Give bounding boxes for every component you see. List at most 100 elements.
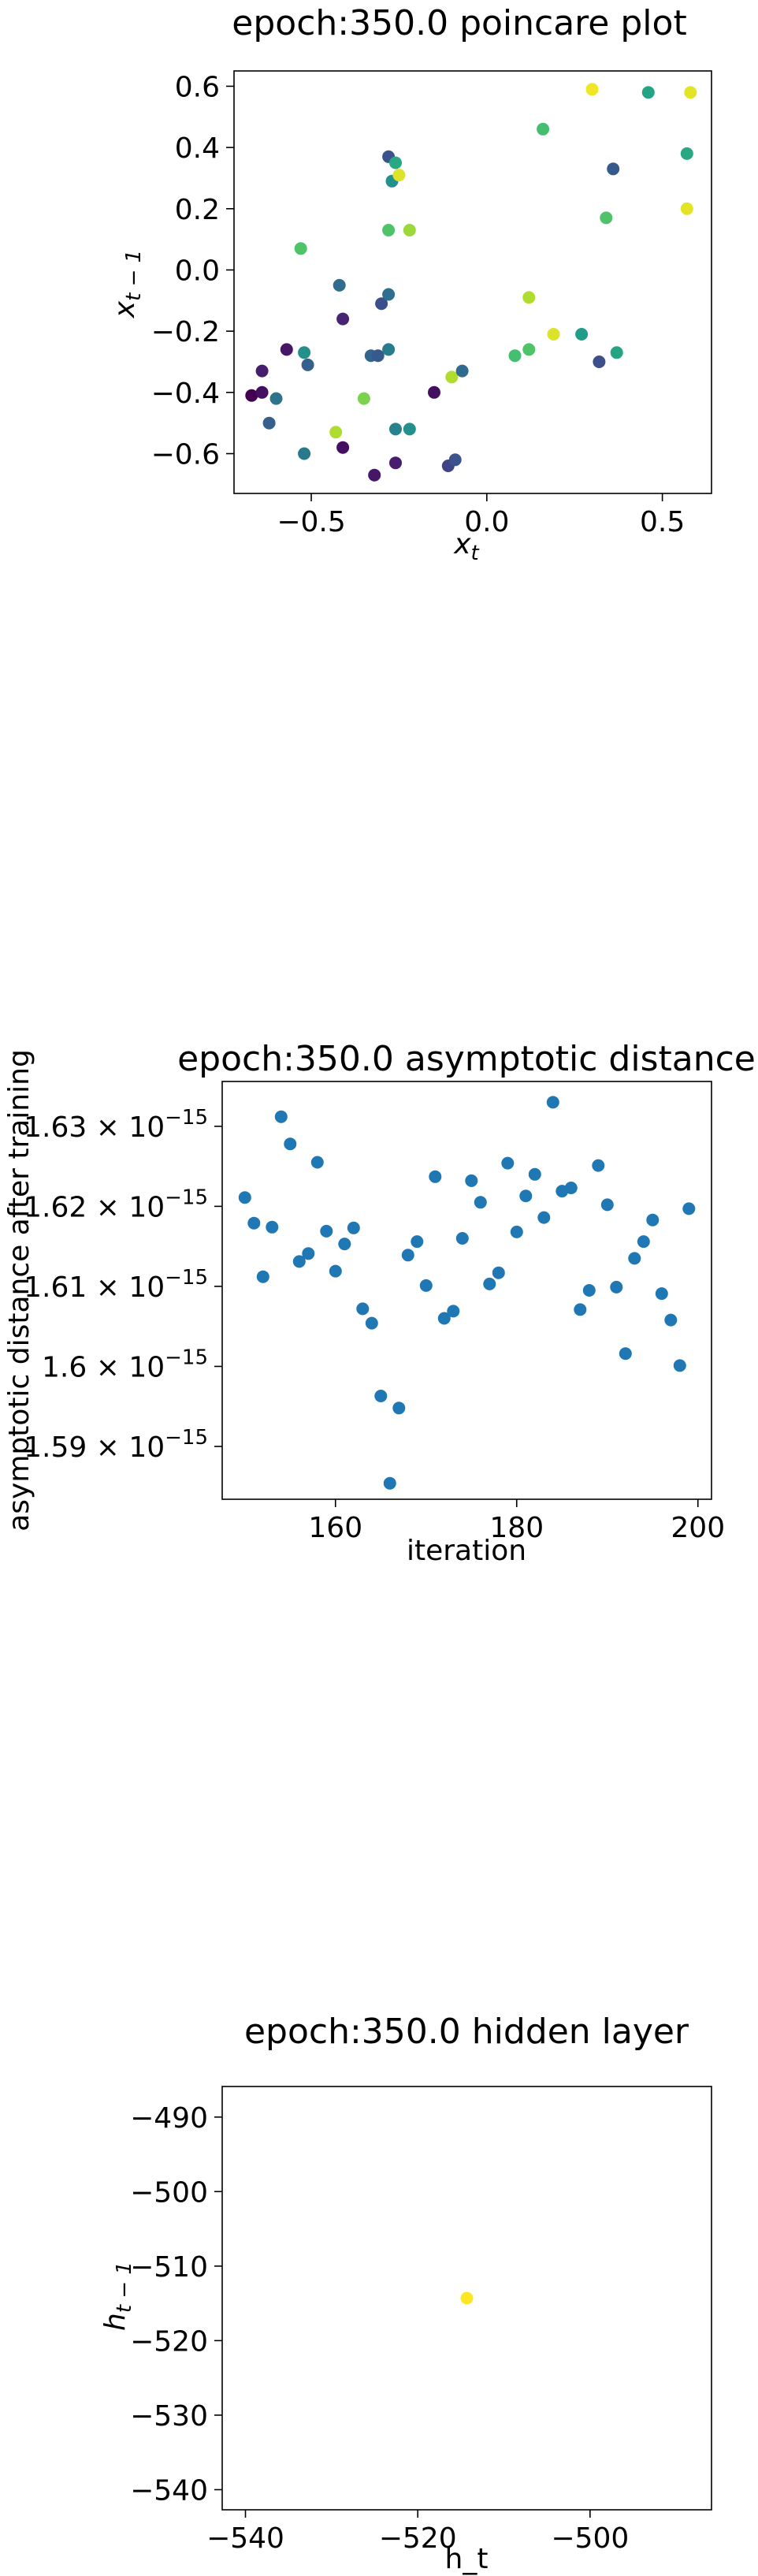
- data-point: [575, 328, 589, 341]
- data-point: [646, 1213, 660, 1227]
- data-point: [245, 389, 258, 402]
- data-point: [298, 346, 311, 359]
- data-point: [474, 1196, 487, 1209]
- x-tick-label: −0.5: [277, 506, 345, 538]
- data-point: [537, 122, 550, 136]
- data-point: [492, 1266, 505, 1279]
- data-point: [269, 392, 283, 405]
- y-tick-label: −520: [130, 2325, 208, 2358]
- asymptotic-distance-x-ticks: 160 180 200: [308, 1499, 725, 1544]
- data-point: [664, 1313, 678, 1327]
- hidden-layer-x-axis-label: h_t: [445, 2543, 489, 2575]
- data-point: [610, 346, 623, 359]
- data-point: [680, 147, 693, 160]
- data-point: [401, 1249, 414, 1262]
- data-point: [637, 1235, 650, 1249]
- data-point: [682, 1202, 696, 1215]
- asymptotic-distance-y-axis-label: asymptotic distance after training: [3, 1049, 35, 1532]
- data-point: [329, 426, 343, 439]
- hidden-layer-y-ticks: −540 −530 −520 −510 −500 −490: [130, 2102, 222, 2507]
- data-point: [266, 1220, 279, 1234]
- data-point: [655, 1287, 668, 1301]
- data-point: [365, 1316, 378, 1330]
- data-point: [375, 297, 388, 311]
- hidden-layer-plot-area: [221, 2086, 712, 2511]
- data-point: [680, 202, 693, 215]
- data-point: [510, 1225, 523, 1238]
- data-point: [389, 456, 402, 470]
- data-point: [302, 1247, 315, 1260]
- x-tick-label: 0.5: [640, 506, 685, 538]
- data-point: [392, 1402, 406, 1415]
- y-tick-label: −0.2: [151, 316, 220, 348]
- data-point: [238, 1191, 251, 1204]
- poincare-plot-title: epoch:350.0 poincare plot: [232, 3, 686, 43]
- data-point: [294, 242, 307, 255]
- data-point: [320, 1224, 333, 1238]
- data-point: [382, 288, 396, 301]
- hidden-layer-title: epoch:350.0 hidden layer: [244, 2012, 689, 2052]
- data-point: [585, 83, 599, 96]
- data-point: [547, 328, 560, 341]
- data-point: [280, 343, 293, 356]
- asymptotic-distance-chart: epoch:350.0 asymptotic distance 160 180 20…: [3, 1039, 756, 1567]
- data-point: [537, 1211, 551, 1224]
- y-tick-label: −490: [130, 2102, 208, 2135]
- data-point: [336, 441, 350, 454]
- data-point: [392, 169, 406, 182]
- data-point: [336, 312, 350, 326]
- data-point: [301, 358, 314, 371]
- y-tick-label: −0.4: [151, 378, 220, 410]
- data-point: [298, 447, 311, 460]
- poincare-y-ticks: −0.6 −0.4 −0.2 0.0 0.2 0.4 0.6: [151, 71, 234, 471]
- poincare-plot-area: [233, 70, 712, 494]
- data-point: [329, 1264, 342, 1278]
- data-point: [564, 1182, 578, 1194]
- y-tick-label: −510: [130, 2251, 208, 2284]
- y-tick-label: −500: [130, 2176, 208, 2209]
- asymptotic-distance-title: epoch:350.0 asymptotic distance: [177, 1039, 756, 1079]
- y-tick-label: 1.62 × 10−15: [24, 1186, 208, 1223]
- y-tick-label: 0.6: [175, 71, 220, 103]
- data-point: [403, 224, 416, 236]
- data-point: [619, 1347, 632, 1361]
- data-point: [383, 1476, 396, 1490]
- data-point: [600, 1198, 614, 1212]
- data-point: [310, 1156, 324, 1169]
- data-point: [600, 211, 613, 225]
- data-point: [593, 356, 606, 368]
- x-tick-label: −520: [379, 2522, 457, 2555]
- data-point: [522, 343, 536, 356]
- data-point: [508, 349, 522, 363]
- data-point: [338, 1238, 351, 1251]
- data-point: [607, 162, 620, 176]
- data-point: [292, 1255, 306, 1268]
- data-point: [247, 1216, 261, 1230]
- data-point: [429, 1170, 442, 1183]
- data-point: [411, 1235, 424, 1249]
- x-tick-label: −540: [206, 2522, 284, 2555]
- hidden-layer-points: [460, 2291, 474, 2305]
- poincare-x-ticks: −0.5 0.0 0.5: [277, 493, 685, 538]
- data-point: [262, 416, 276, 430]
- data-point: [445, 370, 459, 384]
- data-point: [455, 364, 469, 378]
- data-point: [437, 1312, 451, 1325]
- data-point: [673, 1359, 686, 1372]
- data-point: [522, 291, 536, 304]
- y-tick-label: 0.4: [175, 132, 220, 165]
- data-point: [389, 423, 402, 436]
- data-point: [465, 1174, 478, 1187]
- y-tick-label: −530: [130, 2400, 208, 2433]
- y-tick-label: −540: [130, 2474, 208, 2507]
- y-tick-label: 1.61 × 10−15: [24, 1266, 208, 1304]
- data-point: [374, 1390, 388, 1402]
- y-tick-label: −0.6: [151, 439, 220, 471]
- hidden-layer-y-axis-label: ht − 1: [99, 2261, 136, 2331]
- data-point: [368, 468, 381, 482]
- hidden-layer-chart: epoch:350.0 hidden layer −540 −520 −500 −5…: [99, 2012, 712, 2575]
- poincare-points: [245, 83, 697, 482]
- data-point: [528, 1167, 541, 1181]
- data-point: [501, 1156, 515, 1170]
